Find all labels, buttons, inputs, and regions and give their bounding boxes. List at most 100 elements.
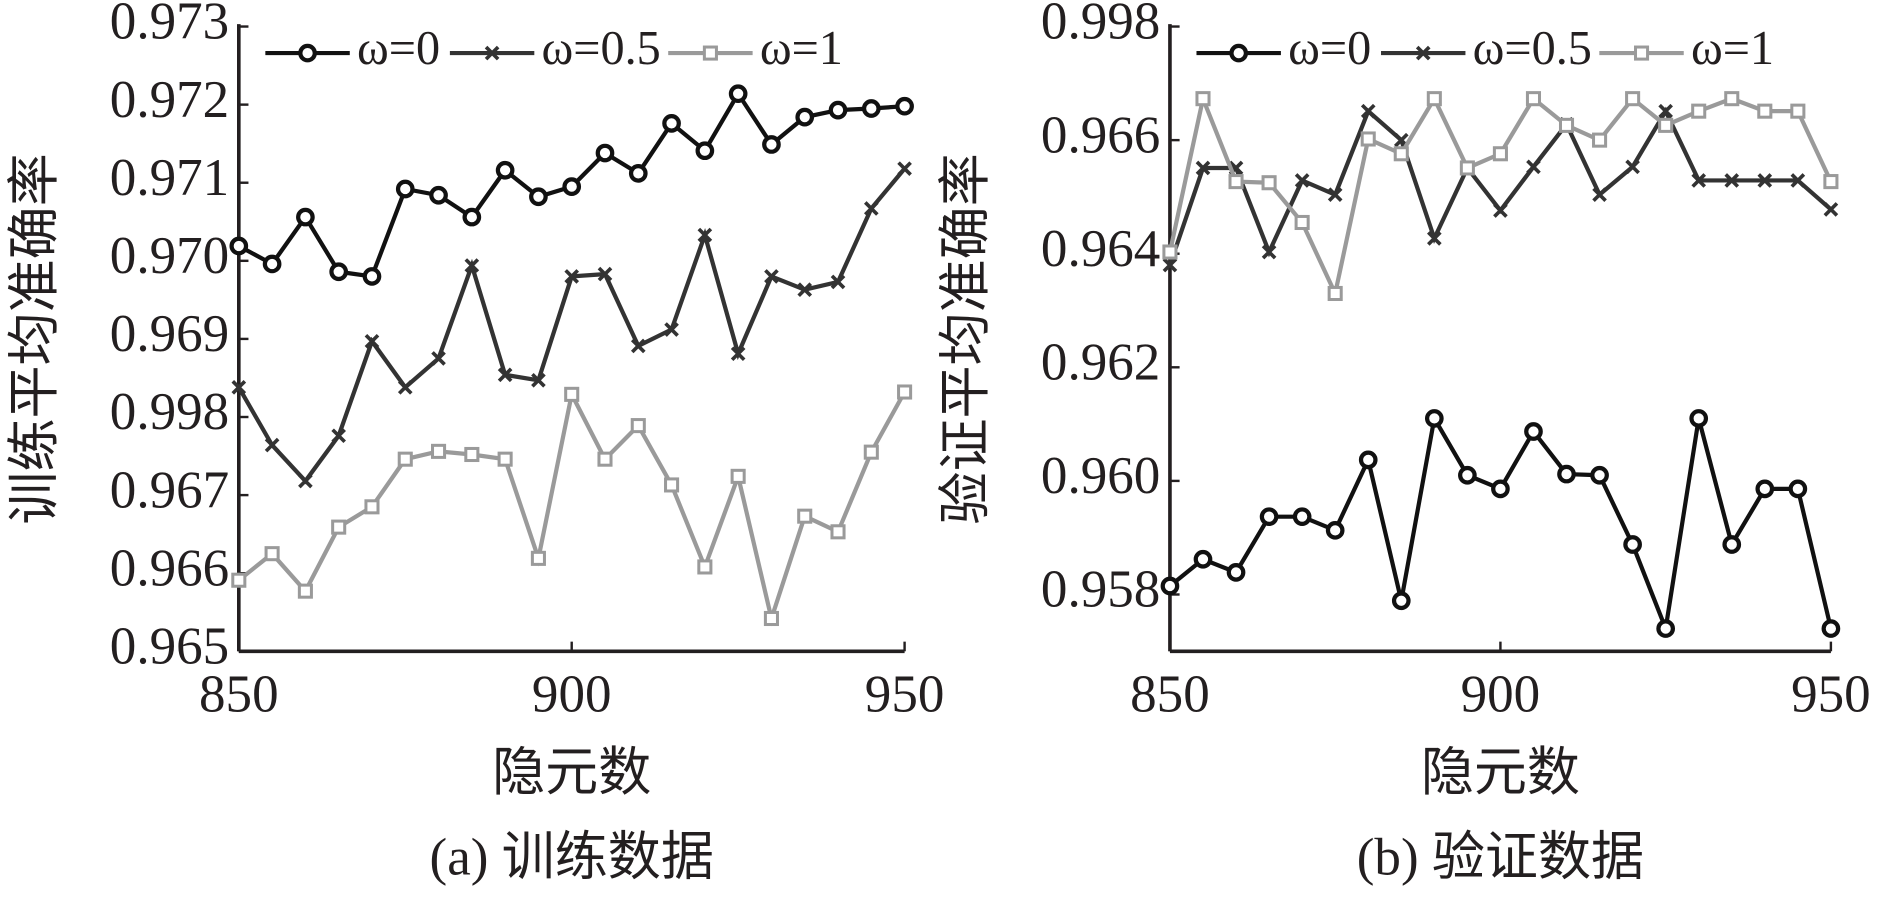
x-tick-label: 950 xyxy=(865,666,945,724)
marker xyxy=(1592,132,1608,148)
marker xyxy=(1526,159,1541,175)
caption: (a) 训练数据 xyxy=(430,829,714,887)
marker xyxy=(1691,103,1707,119)
marker xyxy=(1658,103,1673,119)
marker xyxy=(529,187,548,207)
marker xyxy=(1557,464,1576,484)
marker xyxy=(364,333,380,349)
marker xyxy=(1393,146,1409,162)
legend-label: ω=0 xyxy=(1288,22,1371,75)
marker xyxy=(1689,409,1709,428)
y-tick-label: 0.969 xyxy=(110,305,229,363)
y-tick-label: 0.966 xyxy=(1041,106,1160,164)
y-tick-label: 0.958 xyxy=(1041,561,1160,619)
marker xyxy=(1755,479,1775,499)
y-tick-label: 0.965 xyxy=(110,617,229,675)
marker xyxy=(1492,146,1508,162)
marker xyxy=(1724,91,1740,107)
marker xyxy=(1633,45,1650,61)
marker xyxy=(1327,187,1343,202)
marker xyxy=(861,99,881,118)
marker xyxy=(331,519,347,535)
marker xyxy=(863,201,879,216)
marker xyxy=(1625,91,1641,107)
marker xyxy=(1658,117,1674,133)
legend-label: ω=0 xyxy=(357,22,440,75)
marker xyxy=(1415,45,1431,61)
marker xyxy=(1427,231,1442,246)
marker xyxy=(497,367,513,383)
y-tick-label: 0.967 xyxy=(110,461,229,519)
x-tick-label: 850 xyxy=(1130,666,1210,724)
marker xyxy=(1259,507,1279,527)
marker xyxy=(1691,173,1707,188)
marker xyxy=(664,477,680,493)
legend-label: ω=0.5 xyxy=(542,22,661,75)
marker xyxy=(231,380,247,395)
marker xyxy=(1722,535,1742,554)
x-axis-label: 隐元数 xyxy=(492,744,651,802)
marker xyxy=(697,227,713,243)
marker xyxy=(1458,465,1477,485)
marker xyxy=(1623,535,1642,554)
marker xyxy=(1325,520,1345,540)
marker xyxy=(1724,173,1740,188)
marker xyxy=(1193,549,1213,569)
marker xyxy=(1261,244,1277,260)
marker xyxy=(597,451,613,467)
marker xyxy=(1459,160,1475,176)
marker xyxy=(830,274,846,290)
marker xyxy=(630,338,646,354)
marker xyxy=(1525,91,1542,107)
marker xyxy=(497,451,513,467)
series-line xyxy=(1167,91,1833,301)
x-axis-label: 隐元数 xyxy=(1421,744,1580,802)
marker xyxy=(762,135,781,154)
marker xyxy=(1294,214,1310,231)
marker xyxy=(1823,202,1839,217)
marker xyxy=(1391,591,1411,611)
marker xyxy=(484,45,500,61)
marker xyxy=(1294,173,1310,188)
marker xyxy=(1558,117,1575,133)
caption: (b) 验证数据 xyxy=(1357,829,1644,887)
marker xyxy=(664,322,679,337)
marker xyxy=(395,179,415,199)
marker xyxy=(329,262,349,282)
marker xyxy=(1757,173,1773,188)
marker xyxy=(1788,479,1808,499)
marker xyxy=(1195,91,1211,107)
marker xyxy=(662,114,681,133)
marker xyxy=(429,185,448,205)
marker xyxy=(297,583,313,599)
marker xyxy=(229,236,249,256)
marker xyxy=(628,164,648,183)
marker xyxy=(1228,174,1244,190)
marker xyxy=(863,444,879,460)
marker xyxy=(1821,619,1841,638)
y-axis-label: 训练平均准确率 xyxy=(6,153,64,524)
marker xyxy=(431,443,447,459)
marker xyxy=(530,550,546,566)
marker xyxy=(828,100,848,120)
marker xyxy=(331,428,346,444)
marker xyxy=(897,384,913,400)
y-tick-label: 0.973 xyxy=(110,0,229,51)
y-tick-label: 0.960 xyxy=(1041,447,1160,505)
series-line xyxy=(237,388,907,627)
y-tick-label: 0.998 xyxy=(110,383,229,441)
marker xyxy=(495,160,515,180)
marker xyxy=(364,499,380,515)
marker xyxy=(797,508,813,524)
marker xyxy=(531,372,546,388)
marker xyxy=(431,351,446,366)
marker xyxy=(1360,131,1376,147)
marker xyxy=(397,380,413,395)
marker xyxy=(795,107,815,127)
marker xyxy=(264,437,280,453)
marker xyxy=(1162,257,1178,273)
marker xyxy=(1790,103,1806,119)
marker xyxy=(1491,479,1510,499)
y-tick-label: 0.971 xyxy=(110,149,229,207)
